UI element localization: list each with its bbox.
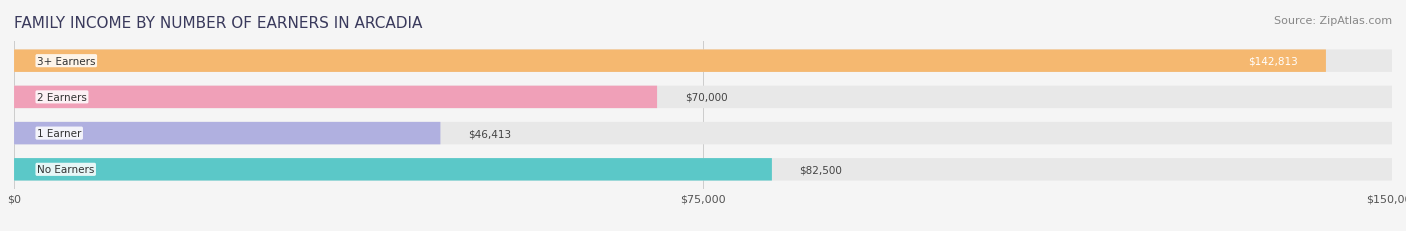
Text: $82,500: $82,500: [800, 165, 842, 175]
FancyBboxPatch shape: [14, 50, 1392, 73]
Text: 1 Earner: 1 Earner: [37, 128, 82, 139]
FancyBboxPatch shape: [14, 158, 772, 181]
FancyBboxPatch shape: [14, 158, 1392, 181]
Text: Source: ZipAtlas.com: Source: ZipAtlas.com: [1274, 16, 1392, 26]
FancyBboxPatch shape: [14, 50, 1326, 73]
Text: 3+ Earners: 3+ Earners: [37, 56, 96, 66]
FancyBboxPatch shape: [14, 86, 1392, 109]
Text: $70,000: $70,000: [685, 92, 727, 103]
Text: $142,813: $142,813: [1249, 56, 1298, 66]
FancyBboxPatch shape: [14, 86, 657, 109]
Text: No Earners: No Earners: [37, 165, 94, 175]
Text: FAMILY INCOME BY NUMBER OF EARNERS IN ARCADIA: FAMILY INCOME BY NUMBER OF EARNERS IN AR…: [14, 16, 422, 31]
Text: 2 Earners: 2 Earners: [37, 92, 87, 103]
FancyBboxPatch shape: [14, 122, 440, 145]
Text: $46,413: $46,413: [468, 128, 512, 139]
FancyBboxPatch shape: [14, 122, 1392, 145]
